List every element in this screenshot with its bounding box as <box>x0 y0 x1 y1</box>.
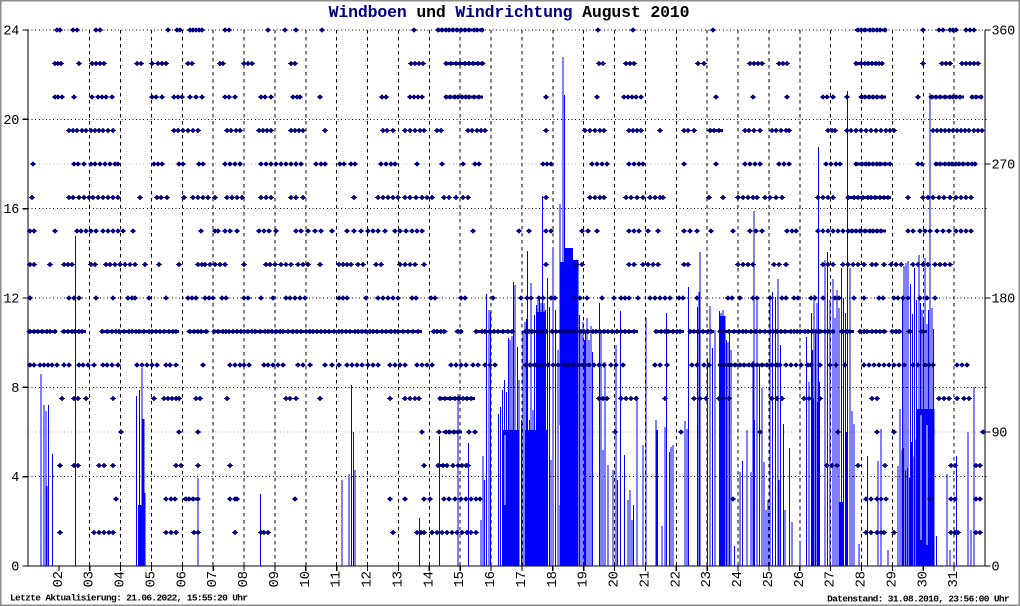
svg-text:8: 8 <box>11 382 19 397</box>
svg-text:29: 29 <box>884 571 900 587</box>
svg-text:07: 07 <box>205 571 221 587</box>
svg-text:12: 12 <box>3 293 19 308</box>
svg-text:19: 19 <box>576 571 592 587</box>
svg-text:16: 16 <box>3 203 19 218</box>
svg-text:30: 30 <box>915 571 931 587</box>
svg-text:03: 03 <box>82 571 98 587</box>
svg-text:04: 04 <box>113 571 129 587</box>
svg-text:15: 15 <box>452 571 468 587</box>
svg-text:10: 10 <box>298 571 314 587</box>
svg-text:Windboen und Windrichtung Augu: Windboen und Windrichtung August 2010 <box>329 3 690 22</box>
svg-text:16: 16 <box>483 571 499 587</box>
svg-text:0: 0 <box>992 561 1000 576</box>
svg-text:4: 4 <box>11 471 19 486</box>
svg-text:25: 25 <box>761 571 777 587</box>
svg-text:17: 17 <box>514 571 530 587</box>
svg-text:90: 90 <box>992 427 1008 442</box>
svg-text:02: 02 <box>51 571 67 587</box>
svg-text:05: 05 <box>144 571 160 587</box>
svg-text:20: 20 <box>3 114 19 129</box>
svg-text:180: 180 <box>992 293 1016 308</box>
svg-text:13: 13 <box>391 571 407 587</box>
svg-text:09: 09 <box>267 571 283 587</box>
svg-text:27: 27 <box>823 571 839 587</box>
svg-text:06: 06 <box>174 571 190 587</box>
svg-text:31: 31 <box>946 571 962 587</box>
svg-text:21: 21 <box>637 571 653 587</box>
svg-text:Letzte Aktualisierung: 21.06.2: Letzte Aktualisierung: 21.06.2022, 15:55… <box>10 593 248 604</box>
svg-text:22: 22 <box>668 571 684 587</box>
svg-text:26: 26 <box>792 571 808 587</box>
svg-text:23: 23 <box>699 571 715 587</box>
svg-text:24: 24 <box>730 571 746 587</box>
svg-text:24: 24 <box>3 25 19 40</box>
svg-text:18: 18 <box>545 571 561 587</box>
svg-text:360: 360 <box>992 25 1016 40</box>
svg-text:270: 270 <box>992 159 1016 174</box>
svg-text:12: 12 <box>360 571 376 587</box>
svg-text:08: 08 <box>236 571 252 587</box>
svg-text:0: 0 <box>11 561 19 576</box>
svg-text:11: 11 <box>329 571 345 587</box>
svg-text:20: 20 <box>607 571 623 587</box>
svg-text:14: 14 <box>421 571 437 587</box>
svg-text:28: 28 <box>854 571 870 587</box>
svg-text:Datenstand: 31.08.2010, 23:56:: Datenstand: 31.08.2010, 23:56:00 Uhr <box>827 594 1010 605</box>
